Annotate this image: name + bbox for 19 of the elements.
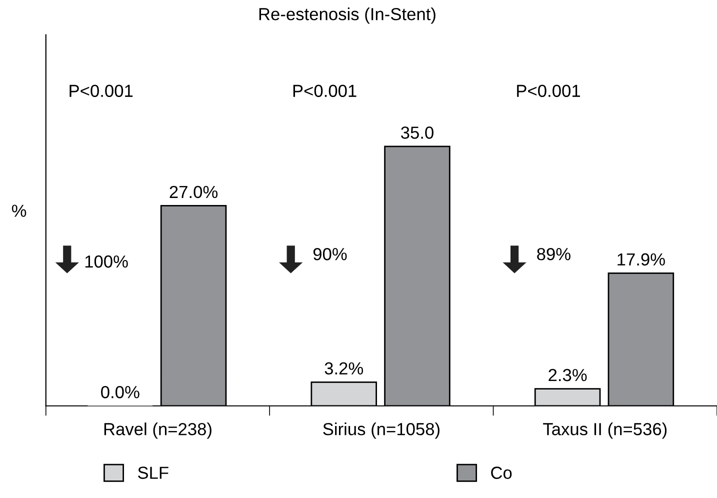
legend-label: SLF <box>138 466 168 479</box>
data-label: 3.2% <box>324 362 364 375</box>
x-tick-label: Sirius (n=1058) <box>323 422 440 439</box>
annotation: 100% <box>85 255 128 268</box>
chart-title: Re-estenosis (In-Stent) <box>259 8 436 24</box>
data-label: 35.0 <box>401 126 434 139</box>
annotation: 90% <box>313 248 347 260</box>
annotation: 89% <box>537 248 570 260</box>
x-tick-label: Taxus II (n=536) <box>543 422 667 439</box>
data-label: 17.9% <box>618 253 665 266</box>
data-label: 2.3% <box>548 368 587 382</box>
legend-label: Co <box>491 466 512 479</box>
y-axis-title: % <box>12 204 26 217</box>
x-tick-label: Ravel (n=238) <box>104 422 212 439</box>
text: P<0.001 <box>70 84 133 98</box>
data-label: 27.0% <box>170 186 218 198</box>
text: P<0.001 <box>293 84 356 98</box>
text: P<0.001 <box>517 84 580 98</box>
data-label: 0.0% <box>101 386 140 398</box>
